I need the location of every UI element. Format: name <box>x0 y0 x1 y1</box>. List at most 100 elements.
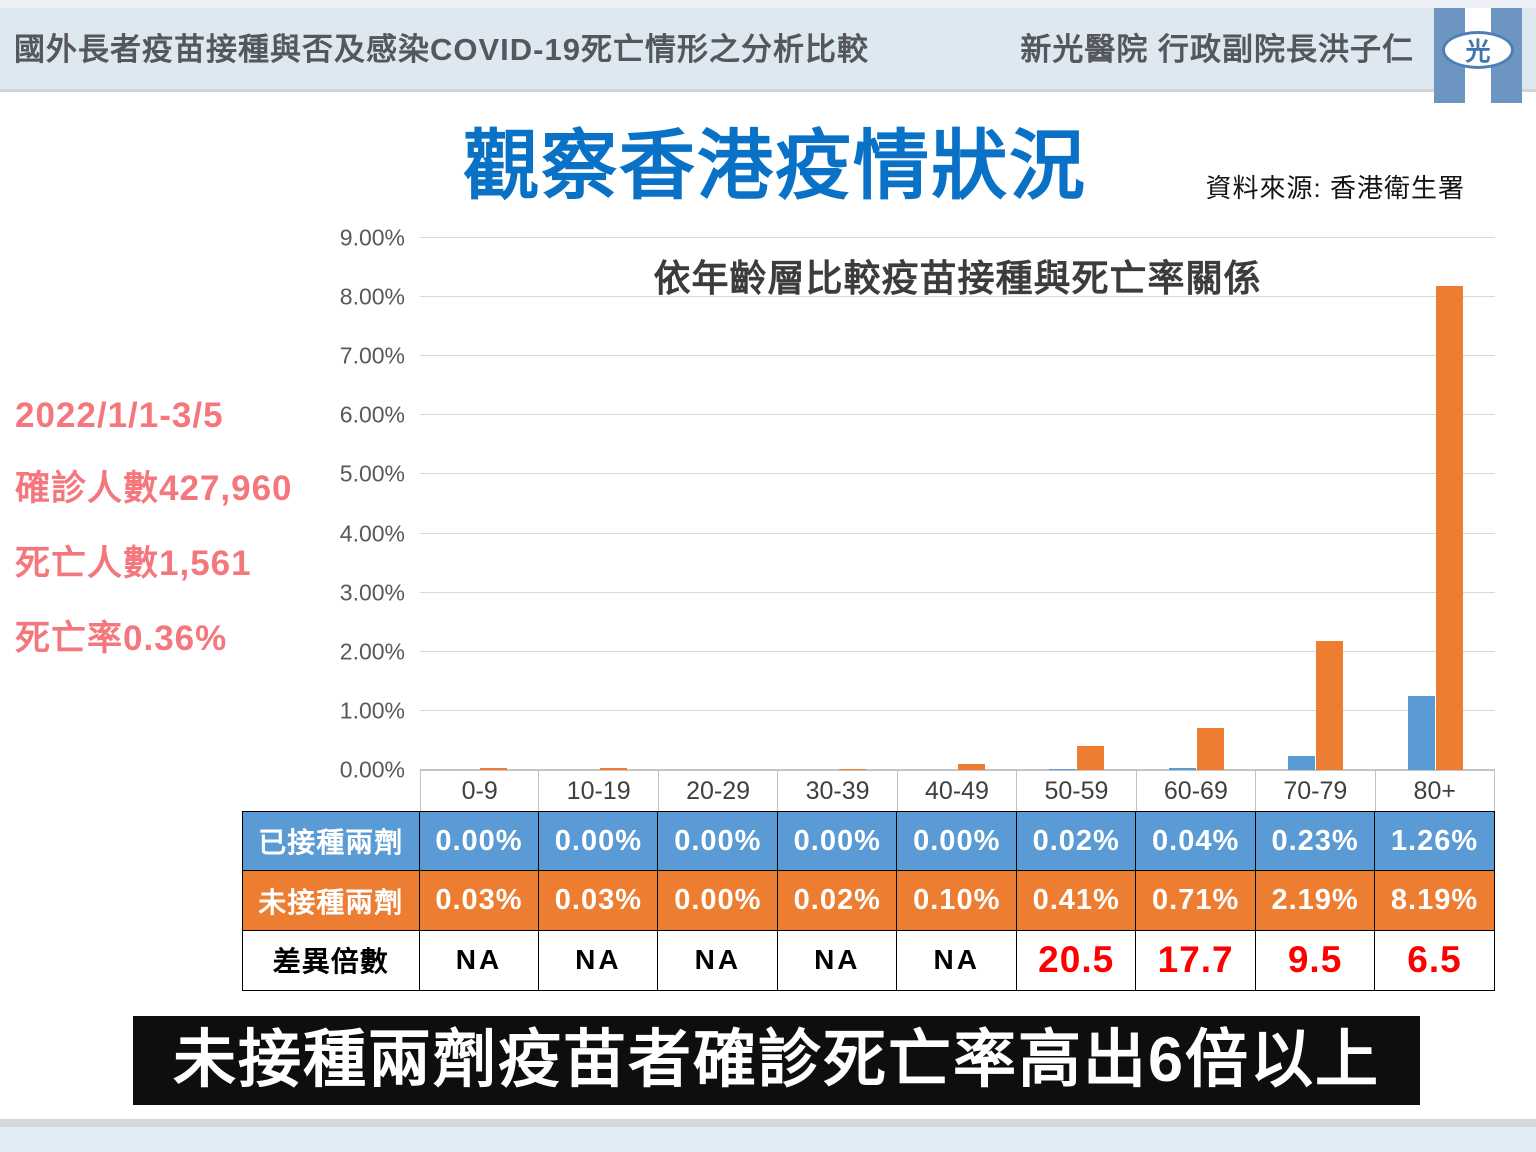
table-row-label: 已接種兩劑 <box>241 810 420 872</box>
bar-已接種兩劑-50-59 <box>1049 768 1077 770</box>
table-cell: 0.00% <box>657 810 779 872</box>
bar-未接種兩劑-0-9 <box>480 768 508 770</box>
bar-已接種兩劑-60-69 <box>1168 767 1196 770</box>
chart-title: 依年齡層比較疫苗接種與死亡率關係 <box>653 258 1262 299</box>
gridline <box>420 650 1495 652</box>
y-tick-label: 7.00% <box>339 342 405 369</box>
x-axis-baseline <box>420 769 1495 770</box>
table-row-label: 未接種兩劑 <box>241 870 420 931</box>
gridline <box>420 473 1495 475</box>
y-tick-label: 8.00% <box>339 283 405 310</box>
table-cell: 0.00% <box>418 810 540 872</box>
bar-未接種兩劑-80+ <box>1435 285 1463 770</box>
x-axis-label: 10-19 <box>538 770 659 812</box>
table-cell: 0.00% <box>657 870 779 931</box>
chart-area: 0.00% 1.00% 2.00% 3.00% 4.00% 5.00% 6.00% 7.00%… <box>241 225 1495 991</box>
y-tick-label: 9.00% <box>339 224 405 251</box>
header-bar: 國外長者疫苗接種與否及感染COVID-19死亡情形之分析比較 新光醫院 行政副院… <box>0 8 1536 92</box>
conclusion-banner: 未接種兩劑疫苗者確診死亡率高出6倍以上 <box>133 1016 1420 1105</box>
table-cell: 0.03% <box>537 870 659 931</box>
x-axis-label: 70-79 <box>1255 770 1376 812</box>
table-cell: NA <box>537 929 659 991</box>
gridline <box>420 709 1495 711</box>
x-axis-categories: 0-9 10-19 20-29 30-39 40-49 50-59 60-69 70-79 80… <box>420 770 1495 812</box>
stat-deaths: 死亡人數1,561 <box>15 544 252 583</box>
y-tick-label: 2.00% <box>339 638 405 665</box>
y-tick-label: 0.00% <box>339 756 405 783</box>
bar-group-60-69 <box>1137 238 1256 770</box>
gridline <box>420 532 1495 534</box>
gridline <box>420 296 1495 298</box>
bar-已接種兩劑-80+ <box>1407 695 1435 770</box>
table-cell: NA <box>418 929 540 991</box>
bar-groups <box>420 238 1495 770</box>
summary-stats: 2022/1/1-3/5 確診人數427,960 死亡人數1,561 死亡率0.… <box>15 396 293 685</box>
y-tick-label: 3.00% <box>339 579 405 606</box>
footer-divider <box>0 1119 1536 1127</box>
footer-strip <box>0 1127 1536 1152</box>
bar-未接種兩劑-10-19 <box>599 768 627 770</box>
logo-character: 光 <box>1465 37 1491 66</box>
top-strip <box>0 0 1536 8</box>
table-cell: 0.00% <box>896 810 1018 872</box>
bar-group-10-19 <box>539 238 658 770</box>
table-cell: 0.41% <box>1015 870 1137 931</box>
y-tick-label: 6.00% <box>339 401 405 428</box>
table-cell: 0.00% <box>537 810 659 872</box>
table-row-label: 差異倍數 <box>241 929 420 991</box>
x-axis-label: 40-49 <box>896 770 1018 812</box>
header-author: 新光醫院 行政副院長洪子仁 <box>1020 32 1414 67</box>
x-axis-label: 30-39 <box>777 770 898 812</box>
x-axis-label: 50-59 <box>1016 770 1137 812</box>
chart-plot: 依年齡層比較疫苗接種與死亡率關係 <box>420 237 1495 770</box>
table-cell: 0.23% <box>1254 810 1376 872</box>
table-cell: 9.5 <box>1254 929 1376 991</box>
table-cell: 0.10% <box>896 870 1018 931</box>
table-cell: NA <box>896 929 1018 991</box>
bar-group-70-79 <box>1256 238 1375 770</box>
table-cell: NA <box>776 929 898 991</box>
gridline <box>420 237 1495 238</box>
y-tick-label: 4.00% <box>339 520 405 547</box>
bar-未接種兩劑-60-69 <box>1196 728 1224 770</box>
x-axis-label: 0-9 <box>420 770 540 812</box>
bar-group-80+ <box>1376 238 1495 770</box>
bar-group-0-9 <box>420 238 539 770</box>
bar-group-50-59 <box>1017 238 1136 770</box>
table-cell: 0.00% <box>776 810 898 872</box>
y-tick-label: 1.00% <box>339 697 405 724</box>
table-cell: 1.26% <box>1374 810 1495 872</box>
table-cell: 20.5 <box>1015 929 1137 991</box>
bar-未接種兩劑-50-59 <box>1077 745 1105 770</box>
logo-ellipse-icon: 光 <box>1442 30 1514 69</box>
header-title: 國外長者疫苗接種與否及感染COVID-19死亡情形之分析比較 <box>14 32 869 67</box>
table-cell: 2.19% <box>1254 870 1376 931</box>
gridline <box>420 591 1495 593</box>
gridline <box>420 355 1495 357</box>
table-cell: 0.02% <box>776 870 898 931</box>
table-cell: 0.02% <box>1015 810 1137 872</box>
table-cell: 0.04% <box>1135 810 1257 872</box>
page-title: 觀察香港疫情狀況 <box>463 124 1087 209</box>
bar-未接種兩劑-40-49 <box>957 764 985 770</box>
table-cell: 0.03% <box>418 870 540 931</box>
x-axis-label: 20-29 <box>657 770 779 812</box>
bar-未接種兩劑-30-39 <box>838 768 866 770</box>
stat-death-rate: 死亡率0.36% <box>15 619 228 658</box>
bar-group-30-39 <box>778 238 897 770</box>
data-source-label: 資料來源: 香港衛生署 <box>1205 173 1465 203</box>
table-cell: 8.19% <box>1374 870 1495 931</box>
bar-group-40-49 <box>898 238 1017 770</box>
hospital-logo: 光 <box>1434 8 1522 103</box>
x-axis-label: 80+ <box>1374 770 1495 812</box>
table-cell: NA <box>657 929 779 991</box>
y-axis: 0.00% 1.00% 2.00% 3.00% 4.00% 5.00% 6.00% 7.00%… <box>243 225 405 783</box>
x-axis-label: 60-69 <box>1135 770 1257 812</box>
table-cell: 6.5 <box>1374 929 1495 991</box>
bar-group-20-29 <box>659 238 778 770</box>
stat-date-range: 2022/1/1-3/5 <box>15 396 224 435</box>
gridline <box>420 414 1495 416</box>
data-table: 已接種兩劑 0.00% 0.00% 0.00% 0.00% 0.00% 0.02% 0.04%… <box>241 810 1495 991</box>
bar-已接種兩劑-70-79 <box>1288 756 1316 770</box>
